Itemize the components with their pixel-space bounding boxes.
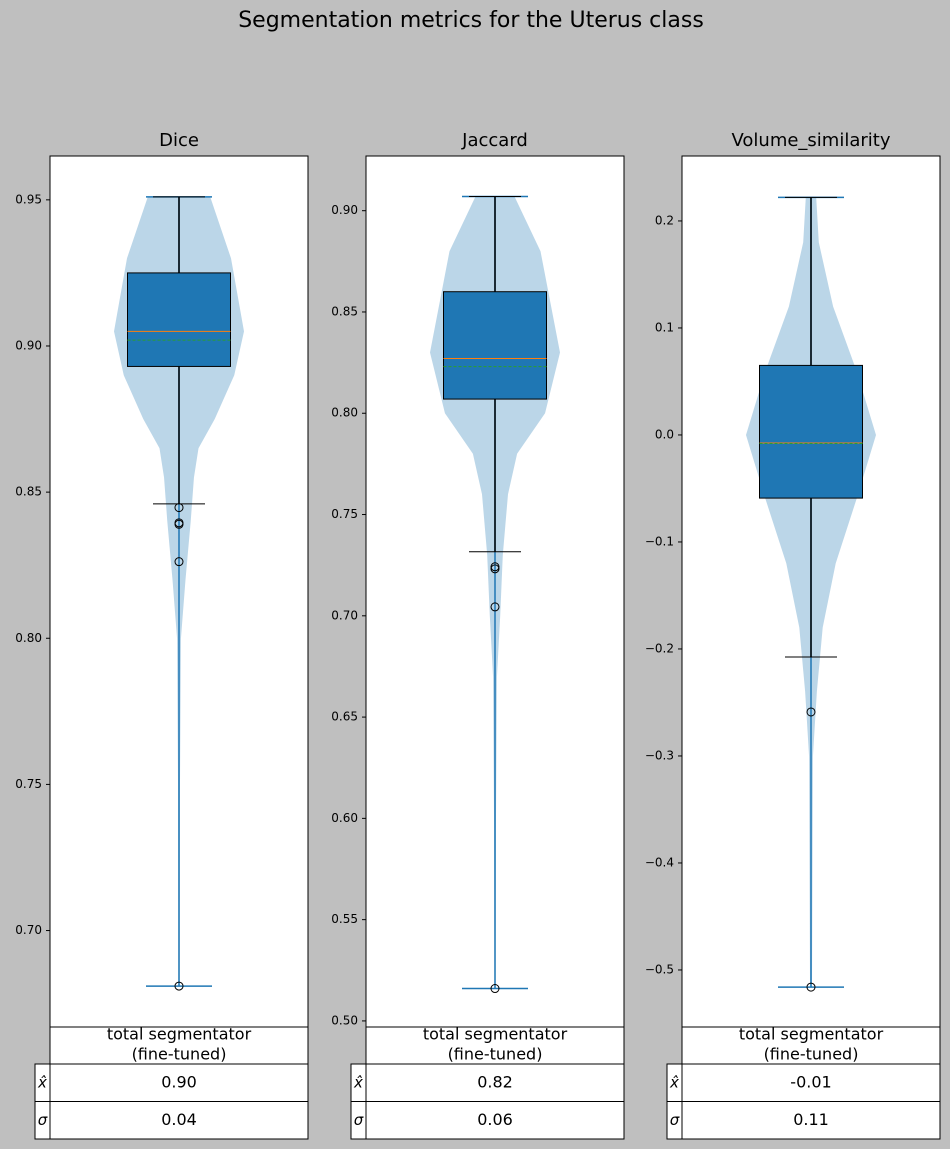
y-tick-label: 0.90	[15, 338, 42, 352]
table-row-label: σ	[38, 1111, 48, 1129]
outlier	[490, 564, 500, 574]
y-tick-label: 0.70	[15, 923, 42, 937]
table-header-cell	[681, 1026, 941, 1065]
y-tick-label: −0.5	[645, 962, 674, 976]
table-header-text: (fine-tuned)	[448, 1045, 543, 1064]
table-cell-text: 0.04	[161, 1110, 197, 1129]
table-row-label: x̂	[353, 1074, 363, 1092]
y-tick-label: 0.80	[15, 631, 42, 645]
outlier	[174, 519, 184, 529]
box	[443, 291, 547, 400]
y-tick-label: 0.65	[331, 710, 358, 724]
y-tick-label: −0.3	[645, 748, 674, 762]
figure-title: Segmentation metrics for the Uterus clas…	[238, 8, 704, 33]
table-cell	[681, 1063, 941, 1102]
panel-title: Volume_similarity	[731, 130, 890, 151]
table-cell	[49, 1063, 309, 1102]
outlier	[806, 982, 816, 992]
y-tick-label: 0.95	[15, 192, 42, 206]
table-cell	[49, 1101, 309, 1140]
y-tick-label: 0.75	[15, 777, 42, 791]
y-tick-label: 0.80	[331, 406, 358, 420]
y-tick-label: 0.2	[655, 213, 674, 227]
table-row-label: σ	[354, 1111, 364, 1129]
y-tick-label: 0.1	[655, 320, 674, 334]
box	[127, 272, 231, 367]
outlier	[174, 981, 184, 991]
table-cell-text: 0.06	[477, 1110, 513, 1129]
y-tick-label: −0.1	[645, 534, 674, 548]
outlier	[174, 557, 184, 567]
table-header-text: total segmentator	[423, 1025, 568, 1044]
table-cell-text: -0.01	[790, 1073, 831, 1092]
table-header-text: total segmentator	[107, 1025, 252, 1044]
y-tick-label: 0.60	[331, 811, 358, 825]
y-tick-label: 0.75	[331, 507, 358, 521]
table-row-label: x̂	[37, 1074, 47, 1092]
outlier	[490, 602, 500, 612]
outlier	[174, 503, 184, 513]
y-tick-label: −0.4	[645, 855, 674, 869]
table-cell	[365, 1063, 625, 1102]
table-header-cell	[365, 1026, 625, 1065]
table-cell-text: 0.11	[793, 1110, 829, 1129]
panel-title: Dice	[159, 130, 199, 151]
y-tick-label: 0.55	[331, 912, 358, 926]
table-header-text: total segmentator	[739, 1025, 884, 1044]
table-row-label: x̂	[669, 1074, 679, 1092]
table-cell	[681, 1101, 941, 1140]
table-cell-text: 0.90	[161, 1073, 197, 1092]
y-tick-label: 0.0	[655, 427, 674, 441]
table-header-text: (fine-tuned)	[764, 1045, 859, 1064]
table-header-text: (fine-tuned)	[132, 1045, 227, 1064]
table-cell-text: 0.82	[477, 1073, 513, 1092]
table-header-cell	[49, 1026, 309, 1065]
y-tick-label: 0.70	[331, 608, 358, 622]
y-tick-label: 0.50	[331, 1013, 358, 1027]
table-row-label: σ	[670, 1111, 680, 1129]
outlier	[806, 707, 816, 717]
y-tick-label: 0.85	[331, 304, 358, 318]
table-cell	[365, 1101, 625, 1140]
box	[759, 364, 863, 499]
panel-title: Jaccard	[461, 130, 528, 151]
y-tick-label: 0.85	[15, 485, 42, 499]
y-tick-label: −0.2	[645, 641, 674, 655]
outlier	[490, 984, 500, 994]
y-tick-label: 0.90	[331, 203, 358, 217]
